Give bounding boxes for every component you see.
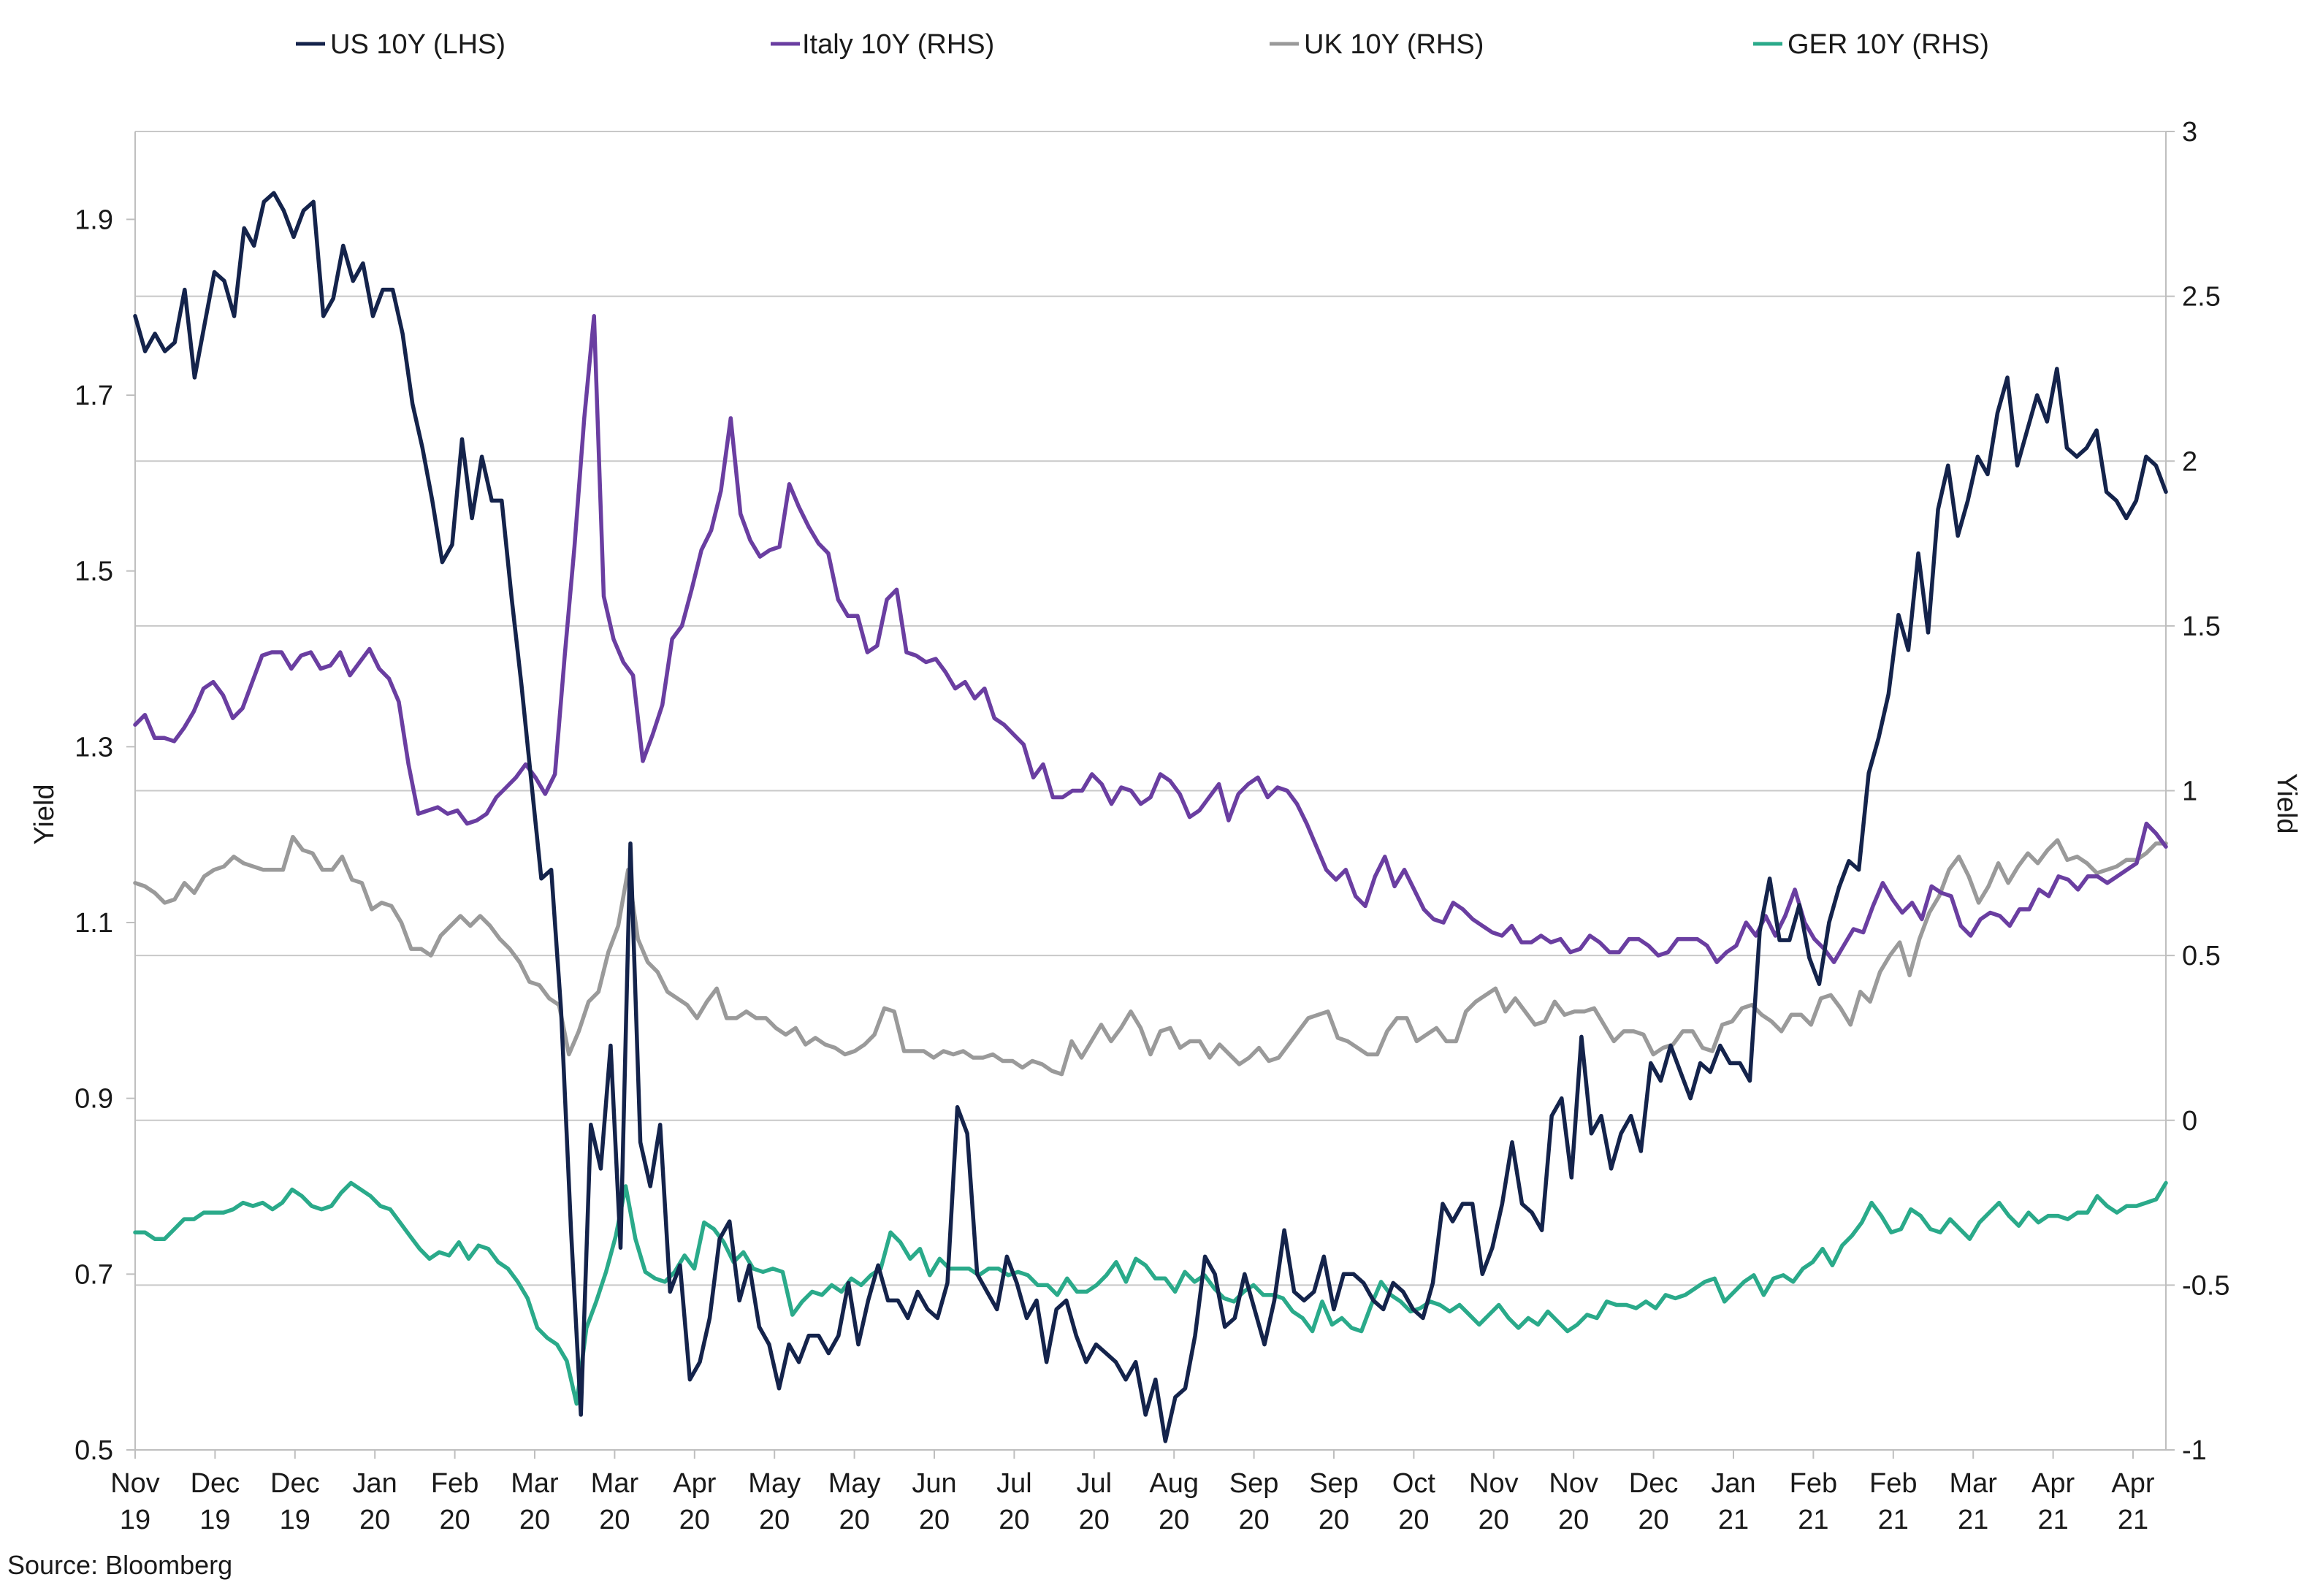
x-tick-label-year: 20 — [519, 1505, 550, 1535]
series-layer — [133, 191, 2168, 1443]
right-tick-label: 3 — [2182, 117, 2197, 148]
legend-label-us: US 10Y (LHS) — [330, 29, 505, 60]
x-tick-label-month: Jun — [912, 1468, 956, 1499]
x-tick-label-month: Apr — [673, 1468, 716, 1499]
left-tick-label: 1.1 — [75, 908, 113, 939]
legend-item-italy: Italy 10Y (RHS) — [771, 29, 994, 60]
x-tick-label-year: 19 — [120, 1505, 150, 1535]
series-line-ger — [133, 1180, 2168, 1406]
x-axis-ticks: Nov 19 Dec 19 Dec 19 Jan 20 Feb 20 Mar 20 Mar 20 Apr 20… — [110, 1450, 2155, 1535]
series-line-us — [133, 191, 2168, 1443]
x-tick-label-month: Nov — [110, 1468, 160, 1499]
x-tick-label-month: May — [748, 1468, 801, 1499]
x-tick-label-month: Apr — [2111, 1468, 2154, 1499]
x-tick-label-month: Jul — [996, 1468, 1032, 1499]
right-tick-label: 2 — [2182, 446, 2197, 477]
x-tick-label-month: Dec — [1629, 1468, 1679, 1499]
left-tick-label: 1.5 — [75, 557, 113, 587]
legend: US 10Y (LHS) Italy 10Y (RHS) UK 10Y (RHS… — [296, 29, 1989, 60]
right-tick-label: -0.5 — [2182, 1270, 2229, 1301]
x-tick-label-year: 20 — [679, 1505, 710, 1535]
right-axis-ticks: -1 -0.5 0 0.5 1 1.5 2 2.5 3 — [2166, 117, 2229, 1466]
left-axis-ticks: 0.5 0.7 0.9 1.1 1.3 1.5 1.7 1.9 — [75, 205, 135, 1466]
gridlines — [135, 131, 2166, 1286]
right-axis-title: Yield — [2271, 773, 2302, 833]
x-tick-label-month: Jul — [1077, 1468, 1113, 1499]
x-tick-label-year: 20 — [999, 1505, 1029, 1535]
right-tick-label: 1 — [2182, 776, 2197, 807]
x-tick-label-year: 21 — [1958, 1505, 1988, 1535]
right-tick-label: 1.5 — [2182, 611, 2221, 642]
x-tick-label-year: 20 — [359, 1505, 390, 1535]
left-tick-label: 0.5 — [75, 1435, 113, 1466]
x-tick-label-year: 21 — [2037, 1505, 2068, 1535]
x-tick-label-month: Sep — [1309, 1468, 1359, 1499]
left-tick-label: 1.3 — [75, 732, 113, 763]
right-tick-label: 0.5 — [2182, 941, 2221, 971]
x-tick-label-year: 20 — [919, 1505, 950, 1535]
x-tick-label-month: Jan — [353, 1468, 397, 1499]
x-tick-label-year: 21 — [1798, 1505, 1828, 1535]
right-tick-label: 0 — [2182, 1106, 2197, 1137]
x-tick-label-month: Mar — [1949, 1468, 1997, 1499]
left-tick-label: 0.9 — [75, 1084, 113, 1115]
x-tick-label-year: 21 — [2118, 1505, 2148, 1535]
legend-item-uk: UK 10Y (RHS) — [1270, 29, 1484, 60]
x-tick-label-month: Nov — [1549, 1468, 1598, 1499]
left-tick-label: 1.7 — [75, 381, 113, 411]
left-axis-title: Yield — [29, 784, 60, 844]
legend-label-ger: GER 10Y (RHS) — [1788, 29, 1989, 60]
x-tick-label-month: May — [828, 1468, 881, 1499]
x-tick-label-year: 19 — [280, 1505, 310, 1535]
source-note: Source: Bloomberg — [7, 1550, 232, 1580]
left-tick-label: 1.9 — [75, 205, 113, 235]
x-tick-label-month: Dec — [191, 1468, 240, 1499]
x-tick-label-month: Mar — [511, 1468, 559, 1499]
x-tick-label-month: Oct — [1392, 1468, 1436, 1499]
x-tick-label-year: 20 — [599, 1505, 630, 1535]
x-tick-label-month: Feb — [431, 1468, 478, 1499]
x-tick-label-month: Sep — [1229, 1468, 1279, 1499]
x-tick-label-year: 20 — [1558, 1505, 1589, 1535]
x-tick-label-year: 20 — [439, 1505, 470, 1535]
x-tick-label-year: 20 — [1159, 1505, 1189, 1535]
x-tick-label-month: Dec — [270, 1468, 320, 1499]
x-tick-label-year: 20 — [1638, 1505, 1668, 1535]
series-line-italy — [133, 313, 2168, 964]
x-tick-label-month: Mar — [591, 1468, 639, 1499]
legend-item-us: US 10Y (LHS) — [296, 29, 505, 60]
x-tick-label-year: 19 — [199, 1505, 230, 1535]
x-tick-label-month: Feb — [1790, 1468, 1837, 1499]
x-tick-label-year: 20 — [1479, 1505, 1509, 1535]
x-tick-label-year: 20 — [759, 1505, 790, 1535]
right-tick-label: 2.5 — [2182, 282, 2221, 313]
right-tick-label: -1 — [2182, 1435, 2207, 1466]
x-tick-label-year: 20 — [1238, 1505, 1269, 1535]
x-tick-label-year: 20 — [1398, 1505, 1429, 1535]
x-tick-label-year: 21 — [1878, 1505, 1909, 1535]
legend-label-italy: Italy 10Y (RHS) — [802, 29, 994, 60]
left-tick-label: 0.7 — [75, 1259, 113, 1290]
x-tick-label-month: Aug — [1149, 1468, 1199, 1499]
series-line-uk — [133, 834, 2168, 1077]
legend-item-ger: GER 10Y (RHS) — [1753, 29, 1989, 60]
x-tick-label-year: 20 — [1079, 1505, 1110, 1535]
legend-label-uk: UK 10Y (RHS) — [1304, 29, 1484, 60]
x-tick-label-month: Apr — [2031, 1468, 2075, 1499]
x-tick-label-month: Feb — [1869, 1468, 1917, 1499]
x-tick-label-year: 21 — [1718, 1505, 1749, 1535]
x-tick-label-year: 20 — [1319, 1505, 1349, 1535]
x-tick-label-year: 20 — [839, 1505, 869, 1535]
x-tick-label-month: Jan — [1711, 1468, 1755, 1499]
x-tick-label-month: Nov — [1469, 1468, 1519, 1499]
